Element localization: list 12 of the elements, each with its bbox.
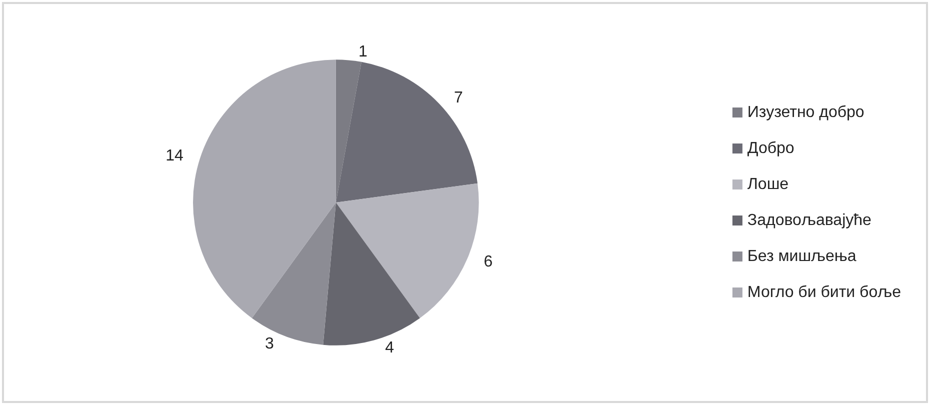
legend-label: Могло би бити боље: [747, 284, 902, 301]
legend-label: Без мишљења: [747, 248, 856, 265]
data-label: 3: [264, 335, 274, 352]
data-label: 6: [484, 253, 493, 270]
legend-label: Задовољавајуће: [747, 212, 872, 229]
data-label: 14: [166, 147, 184, 164]
data-label: 4: [385, 339, 394, 356]
legend-label: Лоше: [747, 176, 789, 193]
legend-label: Изузетно добро: [747, 104, 864, 121]
data-label: 7: [454, 90, 464, 107]
data-label: 1: [358, 44, 368, 61]
legend-label: Добро: [747, 140, 794, 157]
